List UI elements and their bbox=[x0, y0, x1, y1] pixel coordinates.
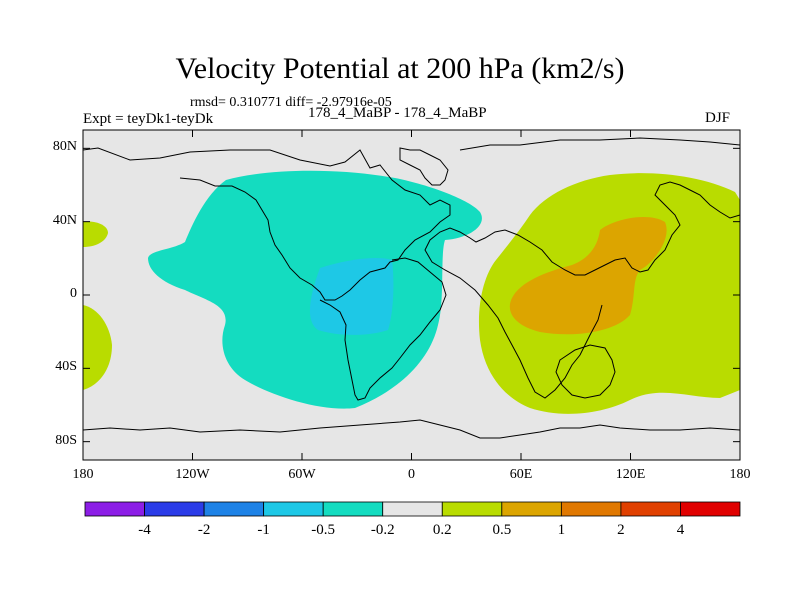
colorbar-swatch bbox=[560, 501, 622, 517]
coastlines bbox=[83, 137, 740, 439]
colorbar-swatch bbox=[501, 501, 562, 517]
lat-tick-label: 40N bbox=[52, 212, 77, 228]
chart-title: Velocity Potential at 200 hPa (km2/s) bbox=[175, 52, 625, 85]
colorbar bbox=[84, 501, 741, 517]
greenland-outline bbox=[399, 147, 449, 186]
axis-ticks bbox=[82, 130, 741, 460]
colorbar-label: 4 bbox=[676, 522, 685, 538]
colorbar-swatch bbox=[441, 501, 503, 517]
colorbar-swatch bbox=[144, 501, 205, 517]
lat-tick-label: 40S bbox=[55, 359, 77, 375]
eurasia-africa-outline bbox=[424, 137, 740, 399]
australia-outline bbox=[555, 344, 616, 399]
lon-tick-label: 0 bbox=[408, 467, 415, 482]
lon-tick-label: 120W bbox=[175, 467, 210, 482]
experiment-label: Expt = teyDk1-teyDk bbox=[83, 111, 214, 127]
stats-label: rmsd= 0.310771 diff= -2.97916e-05 bbox=[190, 95, 392, 110]
lat-tick-label: 80N bbox=[52, 139, 77, 155]
north-america-outline bbox=[83, 147, 451, 301]
lat-tick-label: 0 bbox=[70, 286, 77, 301]
colorbar-label: -1 bbox=[257, 522, 270, 538]
lat-tick-label: 80S bbox=[55, 432, 77, 448]
south-america-outline bbox=[319, 257, 447, 401]
colorbar-label: -0.5 bbox=[311, 522, 336, 538]
case-label: 178_4_MaBP - 178_4_MaBP bbox=[308, 105, 487, 121]
colorbar-swatch bbox=[84, 501, 145, 517]
lon-tick-label: 60W bbox=[288, 467, 316, 482]
colorbar-label: 2 bbox=[617, 522, 625, 538]
colorbar-swatch bbox=[680, 501, 741, 517]
colorbar-swatch bbox=[382, 501, 443, 517]
colorbar-swatch bbox=[620, 501, 681, 517]
lon-tick-label: 60E bbox=[509, 467, 533, 482]
positive-core-region bbox=[509, 216, 667, 335]
lon-tick-label: 120E bbox=[615, 467, 646, 482]
colorbar-label: -2 bbox=[197, 522, 211, 538]
season-label: DJF bbox=[705, 110, 731, 126]
colorbar-swatch bbox=[203, 501, 265, 517]
lon-tick-label: 180 bbox=[72, 467, 94, 482]
colorbar-swatch bbox=[322, 501, 384, 517]
colorbar-label: -4 bbox=[138, 522, 151, 538]
colorbar-swatch bbox=[263, 501, 324, 517]
map-field bbox=[83, 130, 740, 460]
colorbar-label: 0.5 bbox=[492, 522, 512, 538]
lon-tick-label: 180 bbox=[729, 467, 751, 482]
colorbar-label: -0.2 bbox=[370, 522, 395, 538]
antarctica-outline bbox=[83, 419, 740, 439]
west-edge-positive-region bbox=[83, 221, 108, 247]
west-edge-positive-region-south bbox=[83, 305, 112, 390]
colorbar-label: 1 bbox=[557, 522, 566, 538]
negative-core-region bbox=[309, 257, 394, 335]
colorbar-label: 0.2 bbox=[432, 522, 452, 538]
